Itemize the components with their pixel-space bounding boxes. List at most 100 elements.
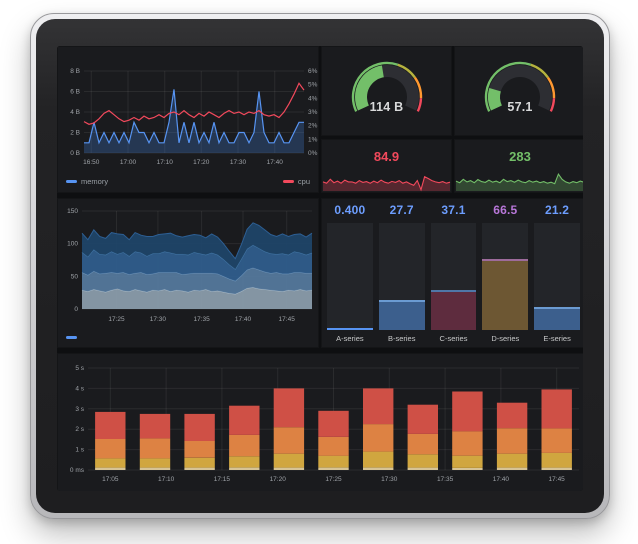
svg-text:2 B: 2 B: [70, 130, 80, 137]
dashboard-screen: 0 B 2 B 4 B 6 B 8 B 0% 1% 2% 3% 4% 5% 6% 16:50 17:00 1…: [57, 46, 583, 491]
svg-text:17:45: 17:45: [279, 316, 296, 323]
stacked-area-chart[interactable]: 0 50 100 150 17:25 17:30 17:35 17:40 17:45: [58, 199, 318, 332]
svg-text:1 s: 1 s: [75, 447, 84, 454]
stat-green-sparkline: [455, 172, 583, 191]
memory-series-swatch: [66, 179, 77, 183]
cpu-series-label: cpu: [297, 176, 310, 186]
bar-gauge-column-b-series[interactable]: 27.7 B-series: [378, 203, 425, 344]
svg-text:4%: 4%: [308, 95, 318, 102]
stat-green-value: 283: [509, 149, 531, 164]
panel-gauge-2[interactable]: 57.1: [454, 46, 583, 136]
bar-gauge-label: D-series: [491, 334, 520, 343]
legend-item-cpu[interactable]: cpu: [282, 176, 310, 186]
gauge-2-arc: [484, 61, 556, 112]
svg-text:17:00: 17:00: [120, 159, 137, 166]
bar-gauge-fill: [378, 300, 425, 330]
svg-text:8 B: 8 B: [70, 68, 80, 75]
svg-text:0 ms: 0 ms: [70, 467, 85, 474]
stat-red-sparkline: [322, 175, 451, 192]
gauge-1-arc: [351, 61, 423, 112]
svg-text:6 B: 6 B: [70, 89, 80, 96]
svg-text:4 s: 4 s: [75, 385, 84, 392]
bar-gauge-value: 37.1: [441, 203, 466, 217]
svg-text:17:35: 17:35: [193, 316, 210, 323]
svg-text:17:10: 17:10: [157, 159, 174, 166]
svg-text:2%: 2%: [308, 123, 318, 130]
svg-text:17:10: 17:10: [158, 476, 175, 483]
svg-text:17:30: 17:30: [230, 159, 247, 166]
panel-bar-gauge[interactable]: 0.400 A-series 27.7 B-series 37.1 C-series 66.…: [321, 198, 583, 348]
svg-text:17:35: 17:35: [437, 476, 454, 483]
bar-gauge-track: [534, 223, 580, 330]
svg-text:50: 50: [71, 273, 79, 280]
svg-text:6%: 6%: [308, 68, 318, 75]
memory-cpu-legend: memory cpu: [66, 175, 310, 187]
bar-gauge-value: 0.400: [334, 203, 366, 217]
svg-text:17:05: 17:05: [102, 476, 119, 483]
bar-gauge-label: E-series: [543, 334, 571, 343]
tablet-device: 0 B 2 B 4 B 6 B 8 B 0% 1% 2% 3% 4% 5% 6% 16:50 17:00 1…: [30, 13, 610, 519]
bar-gauge-column-e-series[interactable]: 21.2 E-series: [534, 203, 580, 344]
svg-text:5 s: 5 s: [75, 365, 84, 372]
bar-gauge-label: B-series: [387, 334, 416, 343]
svg-text:17:30: 17:30: [150, 316, 167, 323]
svg-text:17:25: 17:25: [325, 476, 342, 483]
bar-gauge-column-c-series[interactable]: 37.1 C-series: [430, 203, 477, 344]
svg-text:1%: 1%: [308, 136, 318, 143]
bar-gauge-fill: [534, 307, 580, 330]
stacked-series-swatch: [66, 335, 77, 339]
bar-gauge-fill: [430, 290, 477, 330]
svg-text:17:15: 17:15: [214, 476, 231, 483]
bar-gauge-label: C-series: [439, 334, 468, 343]
svg-text:17:20: 17:20: [270, 476, 287, 483]
panel-stat-red[interactable]: 84.9: [321, 139, 452, 193]
bar-gauge-value: 66.5: [493, 203, 518, 217]
gauge-1-value: 114 B: [369, 100, 404, 114]
svg-text:2 s: 2 s: [75, 426, 84, 433]
svg-text:17:45: 17:45: [549, 476, 566, 483]
legend-item-memory[interactable]: memory: [66, 177, 108, 186]
svg-text:0%: 0%: [308, 150, 318, 157]
bar-gauge-fill: [482, 258, 529, 330]
bar-gauge-label: A-series: [336, 334, 364, 343]
svg-text:17:40: 17:40: [267, 159, 284, 166]
svg-text:3%: 3%: [308, 109, 318, 116]
gauge-2-value: 57.1: [507, 100, 533, 114]
svg-text:16:50: 16:50: [83, 159, 100, 166]
duration-bars-chart[interactable]: 0 ms 1 s 2 s 3 s 4 s 5 s 17:05 17:10 17:15 17:20 1…: [58, 354, 583, 491]
svg-text:100: 100: [67, 241, 78, 248]
panel-duration-bars[interactable]: 0 ms 1 s 2 s 3 s 4 s 5 s 17:05 17:10 17:15 17:20 1…: [57, 353, 583, 491]
svg-text:0: 0: [74, 306, 78, 313]
bar-gauge-column-d-series[interactable]: 66.5 D-series: [482, 203, 529, 344]
svg-text:17:25: 17:25: [108, 316, 125, 323]
stat-red-value: 84.9: [373, 149, 400, 164]
panel-memory-cpu[interactable]: 0 B 2 B 4 B 6 B 8 B 0% 1% 2% 3% 4% 5% 6% 16:50 17:00 1…: [57, 46, 319, 193]
svg-text:0 B: 0 B: [70, 150, 80, 157]
panel-stat-green[interactable]: 283: [454, 139, 583, 193]
memory-series-label: memory: [81, 176, 109, 186]
svg-text:17:40: 17:40: [493, 476, 510, 483]
bar-gauge-column-a-series[interactable]: 0.400 A-series: [327, 203, 373, 344]
bar-gauge-track: [430, 223, 477, 330]
svg-text:5%: 5%: [308, 82, 318, 89]
svg-text:4 B: 4 B: [70, 109, 80, 116]
bar-gauge-track: [327, 223, 373, 330]
svg-text:17:30: 17:30: [381, 476, 398, 483]
svg-text:17:20: 17:20: [193, 159, 210, 166]
bar-gauge-value: 21.2: [545, 203, 570, 217]
bar-gauge-track: [482, 223, 529, 330]
panel-stacked-area[interactable]: 0 50 100 150 17:25 17:30 17:35 17:40 17:45: [57, 198, 319, 348]
cpu-series-swatch: [282, 179, 294, 183]
device-bezel: 0 B 2 B 4 B 6 B 8 B 0% 1% 2% 3% 4% 5% 6% 16:50 17:00 1…: [36, 19, 604, 513]
bar-gauge-fill: [327, 328, 373, 330]
stacked-area-legend[interactable]: [66, 332, 77, 342]
bar-gauge-value: 27.7: [389, 203, 414, 217]
bar-gauge-track: [378, 223, 425, 330]
svg-text:17:40: 17:40: [235, 316, 252, 323]
panel-gauge-1[interactable]: 114 B: [321, 46, 452, 136]
memory-cpu-chart[interactable]: 0 B 2 B 4 B 6 B 8 B 0% 1% 2% 3% 4% 5% 6% 16:50 17:00 1…: [58, 47, 320, 179]
svg-text:3 s: 3 s: [75, 406, 84, 413]
bar-gauge-columns: 0.400 A-series 27.7 B-series 37.1 C-series 66.…: [327, 203, 580, 344]
svg-text:150: 150: [67, 208, 78, 215]
